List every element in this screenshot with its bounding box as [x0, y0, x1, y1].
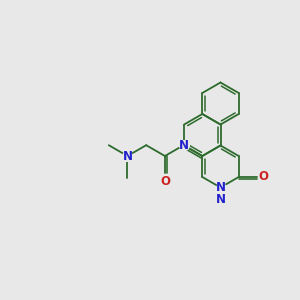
Text: O: O [160, 175, 170, 188]
Text: O: O [259, 170, 269, 184]
Text: N: N [215, 181, 226, 194]
Text: N: N [178, 139, 189, 152]
Text: N: N [215, 193, 226, 206]
Text: N: N [122, 149, 133, 163]
